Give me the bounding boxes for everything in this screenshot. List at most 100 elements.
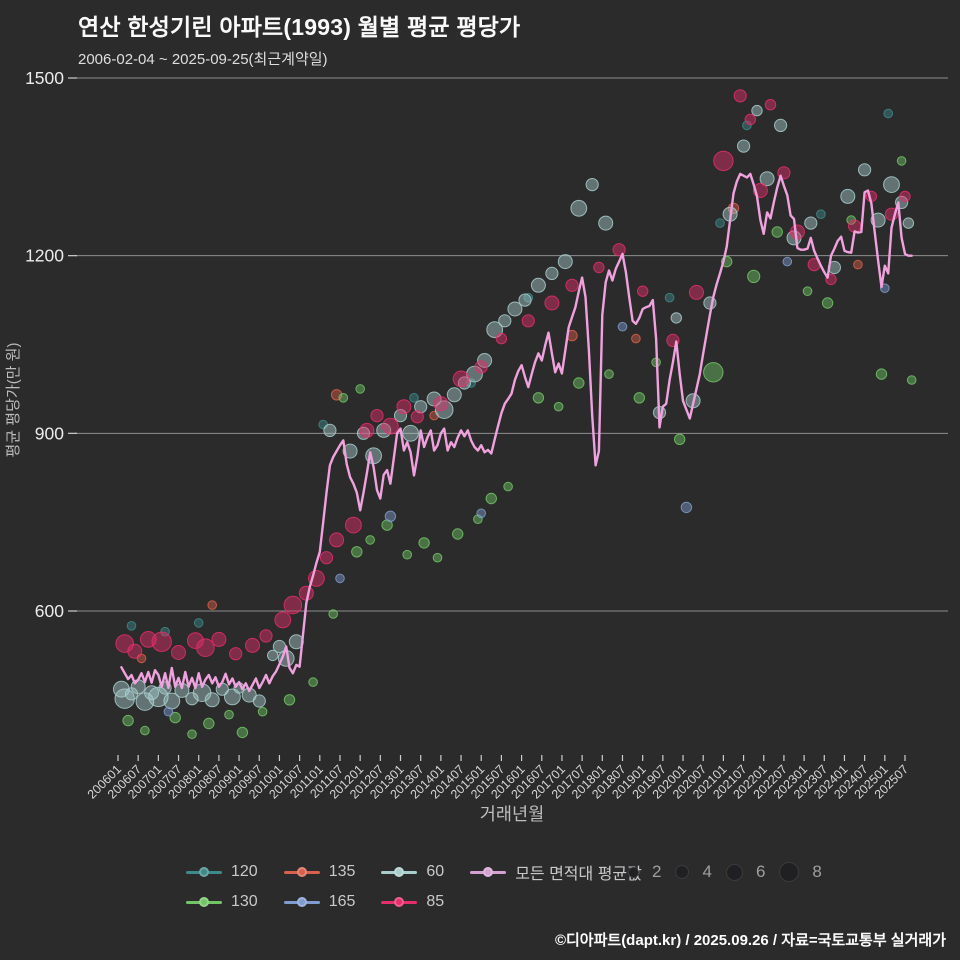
scatter-point[interactable] [802, 286, 813, 297]
scatter-point[interactable] [883, 108, 894, 119]
scatter-point[interactable] [193, 618, 204, 628]
scatter-point[interactable] [356, 426, 371, 440]
scatter-point[interactable] [452, 528, 464, 540]
scatter-point[interactable] [402, 424, 420, 442]
scatter-point[interactable] [477, 353, 493, 368]
scatter-point[interactable] [840, 188, 856, 204]
scatter-point[interactable] [319, 551, 334, 565]
scatter-point[interactable] [114, 688, 135, 709]
scatter-point[interactable] [224, 709, 234, 720]
scatter-point[interactable] [674, 433, 686, 445]
scatter-point[interactable] [335, 573, 345, 584]
scatter-point[interactable] [122, 714, 134, 727]
scatter-point[interactable] [507, 301, 523, 317]
scatter-point[interactable] [733, 89, 747, 103]
scatter-point[interactable] [573, 377, 585, 389]
scatter-point[interactable] [126, 621, 137, 631]
scatter-point[interactable] [446, 387, 462, 403]
legend-item-avg[interactable]: 모든 면적대 평균값 [470, 860, 642, 884]
scatter-point[interactable] [713, 150, 734, 172]
scatter-point[interactable] [545, 266, 559, 280]
scatter-point[interactable] [532, 392, 545, 404]
scatter-point[interactable] [283, 694, 296, 706]
scatter-point[interactable] [274, 611, 292, 629]
scatter-point[interactable] [382, 417, 399, 435]
scatter-point[interactable] [689, 284, 704, 300]
scatter-point[interactable] [245, 637, 260, 653]
scatter-point[interactable] [127, 643, 143, 659]
scatter-point[interactable] [144, 685, 160, 701]
scatter-point[interactable] [359, 422, 375, 438]
scatter-point[interactable] [409, 393, 419, 403]
scatter-point[interactable] [338, 393, 349, 403]
scatter-point[interactable] [148, 686, 169, 708]
scatter-point[interactable] [402, 549, 413, 560]
scatter-point[interactable] [503, 481, 513, 492]
scatter-point[interactable] [204, 692, 220, 708]
scatter-point[interactable] [432, 552, 443, 563]
scatter-point[interactable] [207, 600, 217, 610]
scatter-point[interactable] [816, 209, 826, 219]
scatter-point[interactable] [598, 215, 614, 231]
scatter-point[interactable] [544, 295, 560, 311]
scatter-point[interactable] [267, 649, 279, 662]
scatter-point[interactable] [229, 647, 243, 661]
scatter-point[interactable] [384, 510, 397, 522]
legend-item-165[interactable]: 165 [283, 893, 355, 911]
scatter-point[interactable] [737, 139, 751, 153]
scatter-point[interactable] [523, 292, 534, 303]
scatter-point[interactable] [557, 254, 573, 270]
scatter-point[interactable] [906, 375, 917, 385]
scatter-point[interactable] [414, 400, 428, 414]
legend-item-130[interactable]: 130 [186, 893, 258, 911]
scatter-point[interactable] [351, 546, 363, 558]
scatter-point[interactable] [553, 401, 564, 412]
scatter-point[interactable] [396, 399, 412, 415]
scatter-point[interactable] [751, 104, 763, 117]
scatter-point[interactable] [328, 609, 339, 619]
scatter-point[interactable] [853, 259, 863, 270]
legend-item-60[interactable]: 60 [381, 863, 444, 881]
legend-item-85[interactable]: 85 [381, 893, 444, 911]
scatter-point[interactable] [329, 532, 345, 548]
scatter-point[interactable] [875, 368, 888, 380]
scatter-point[interactable] [530, 277, 546, 293]
scatter-point[interactable] [495, 332, 508, 345]
scatter-point[interactable] [764, 99, 777, 111]
scatter-point[interactable] [236, 726, 249, 739]
scatter-point[interactable] [485, 492, 497, 505]
scatter-point[interactable] [342, 443, 358, 459]
scatter-point[interactable] [308, 677, 318, 687]
scatter-point[interactable] [637, 285, 649, 297]
scatter-point[interactable] [474, 360, 488, 374]
scatter-point[interactable] [896, 156, 907, 166]
scatter-point[interactable] [570, 199, 588, 217]
scatter-point[interactable] [771, 226, 783, 238]
scatter-point[interactable] [703, 362, 724, 383]
scatter-point[interactable] [759, 171, 775, 187]
scatter-point[interactable] [185, 692, 199, 706]
scatter-point[interactable] [715, 218, 725, 228]
scatter-point[interactable] [518, 293, 532, 307]
scatter-point[interactable] [163, 706, 174, 717]
scatter-point[interactable] [345, 516, 362, 534]
scatter-point[interactable] [858, 163, 872, 177]
scatter-point[interactable] [902, 217, 915, 229]
scatter-point[interactable] [498, 314, 512, 328]
scatter-point[interactable] [259, 629, 273, 643]
scatter-point[interactable] [370, 409, 384, 423]
scatter-point[interactable] [418, 537, 430, 549]
scatter-point[interactable] [804, 216, 818, 230]
scatter-point[interactable] [140, 725, 150, 736]
scatter-point[interactable] [433, 396, 449, 412]
scatter-point[interactable] [171, 645, 186, 660]
scatter-point[interactable] [187, 632, 204, 649]
scatter-point[interactable] [631, 333, 641, 344]
scatter-point[interactable] [203, 717, 215, 730]
scatter-point[interactable] [747, 269, 761, 283]
scatter-point[interactable] [187, 729, 197, 740]
scatter-point[interactable] [355, 384, 366, 394]
scatter-point[interactable] [782, 256, 793, 267]
scatter-point[interactable] [744, 113, 756, 126]
scatter-point[interactable] [365, 535, 376, 545]
